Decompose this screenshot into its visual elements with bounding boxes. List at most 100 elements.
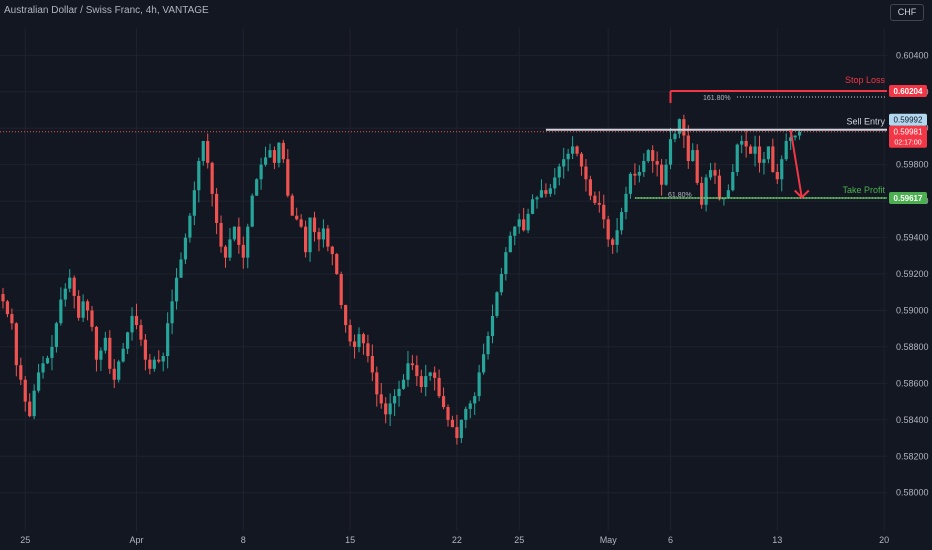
candle-body	[250, 195, 254, 227]
candle-body	[441, 396, 446, 408]
candle-body	[384, 403, 388, 415]
candle-body	[152, 359, 156, 369]
time-tick-label: 25	[514, 535, 524, 545]
candle-body	[757, 146, 762, 163]
sell-entry-price-label: 0.59992	[894, 116, 923, 125]
candle-body	[637, 171, 641, 176]
candle-body	[651, 150, 655, 162]
take-profit-label: Take Profit	[842, 185, 885, 195]
candle-body	[677, 119, 681, 134]
take-profit-price-tag-bg	[889, 192, 927, 205]
candlestick-series	[1, 114, 802, 445]
candle-body	[446, 407, 450, 420]
candle-body	[352, 341, 357, 347]
candle-body	[455, 427, 459, 439]
candle-body	[304, 226, 308, 253]
candle-body	[85, 301, 90, 311]
current-price-label: 0.59981	[894, 128, 923, 137]
candle-body	[50, 346, 54, 358]
candle-body	[464, 408, 468, 420]
candle-body	[517, 219, 521, 227]
candle-body	[611, 239, 615, 245]
fib-61-label: 61.80%	[668, 192, 692, 199]
candle-body	[495, 292, 499, 316]
time-tick-label: 25	[20, 535, 30, 545]
candle-body	[633, 173, 637, 176]
candle-body	[77, 295, 81, 318]
candle-body	[668, 139, 673, 165]
candle-body	[139, 325, 143, 340]
candle-body	[700, 182, 704, 205]
candle-body	[424, 376, 428, 388]
candle-body	[726, 190, 730, 198]
candle-body	[468, 403, 472, 409]
candle-body	[28, 401, 32, 417]
candle-body	[562, 159, 566, 167]
chart-title: Australian Dollar / Swiss Franc, 4h, VAN…	[4, 5, 209, 16]
candle-body	[597, 202, 601, 205]
candle-body	[646, 150, 650, 162]
candle-body	[219, 223, 223, 247]
candle-body	[286, 159, 290, 196]
time-axis[interactable]: 25 Apr 8 15 22 25 May 6 13 20	[20, 535, 889, 545]
candle-body	[410, 363, 414, 366]
candle-body	[45, 357, 50, 364]
take-profit-price-tag: 0.59617	[889, 192, 927, 205]
candle-body	[94, 326, 99, 360]
candle-body	[553, 177, 557, 189]
candle-body	[335, 253, 339, 275]
candle-body	[255, 179, 259, 196]
time-tick-label: 6	[668, 535, 673, 545]
price-tick-label: 0.58600	[896, 378, 929, 388]
candle-body	[237, 226, 241, 245]
candle-body	[375, 372, 379, 395]
candle-body	[121, 348, 125, 362]
fib-161-label: 161.80%	[703, 95, 731, 102]
candle-body	[784, 140, 788, 160]
candle-body	[584, 166, 588, 180]
candle-body	[753, 146, 757, 154]
candle-body	[179, 259, 183, 278]
candle-body	[691, 150, 695, 162]
candle-body	[419, 376, 423, 388]
currency-button[interactable]: CHF	[890, 4, 924, 21]
time-tick-label: 13	[772, 535, 782, 545]
candle-body	[566, 153, 570, 160]
candle-body	[308, 217, 312, 253]
candle-body	[59, 299, 63, 324]
candle-body	[628, 173, 633, 194]
candle-body	[348, 325, 352, 342]
time-tick-label: May	[600, 535, 618, 545]
candle-body	[192, 190, 196, 216]
candle-body	[143, 339, 147, 360]
price-axis[interactable]: 0.604000.602000.600000.598000.596000.594…	[889, 50, 929, 498]
candle-body	[317, 232, 321, 240]
candle-body	[295, 215, 299, 220]
candle-body	[797, 131, 802, 136]
candle-body	[339, 274, 343, 306]
candle-body	[19, 365, 23, 380]
candle-body	[134, 315, 139, 326]
candle-body	[744, 140, 748, 147]
candle-body	[223, 246, 228, 258]
candle-body	[263, 157, 268, 165]
candle-body	[393, 396, 397, 404]
stop-loss-price-tag: 0.60204	[889, 85, 927, 98]
candle-body	[183, 237, 188, 260]
candle-body	[41, 363, 45, 373]
candle-body	[673, 133, 677, 140]
candle-body	[72, 277, 76, 296]
candle-body	[5, 301, 10, 315]
candle-body	[579, 153, 584, 167]
price-tick-label: 0.59400	[896, 233, 929, 243]
candle-body	[330, 246, 334, 254]
candle-body	[450, 419, 455, 428]
candle-body	[228, 239, 232, 258]
candle-body	[477, 372, 481, 397]
candle-body	[473, 396, 477, 404]
candle-body	[406, 363, 410, 380]
candle-body	[695, 150, 699, 183]
candle-body	[81, 301, 85, 318]
candle-body	[210, 162, 214, 194]
